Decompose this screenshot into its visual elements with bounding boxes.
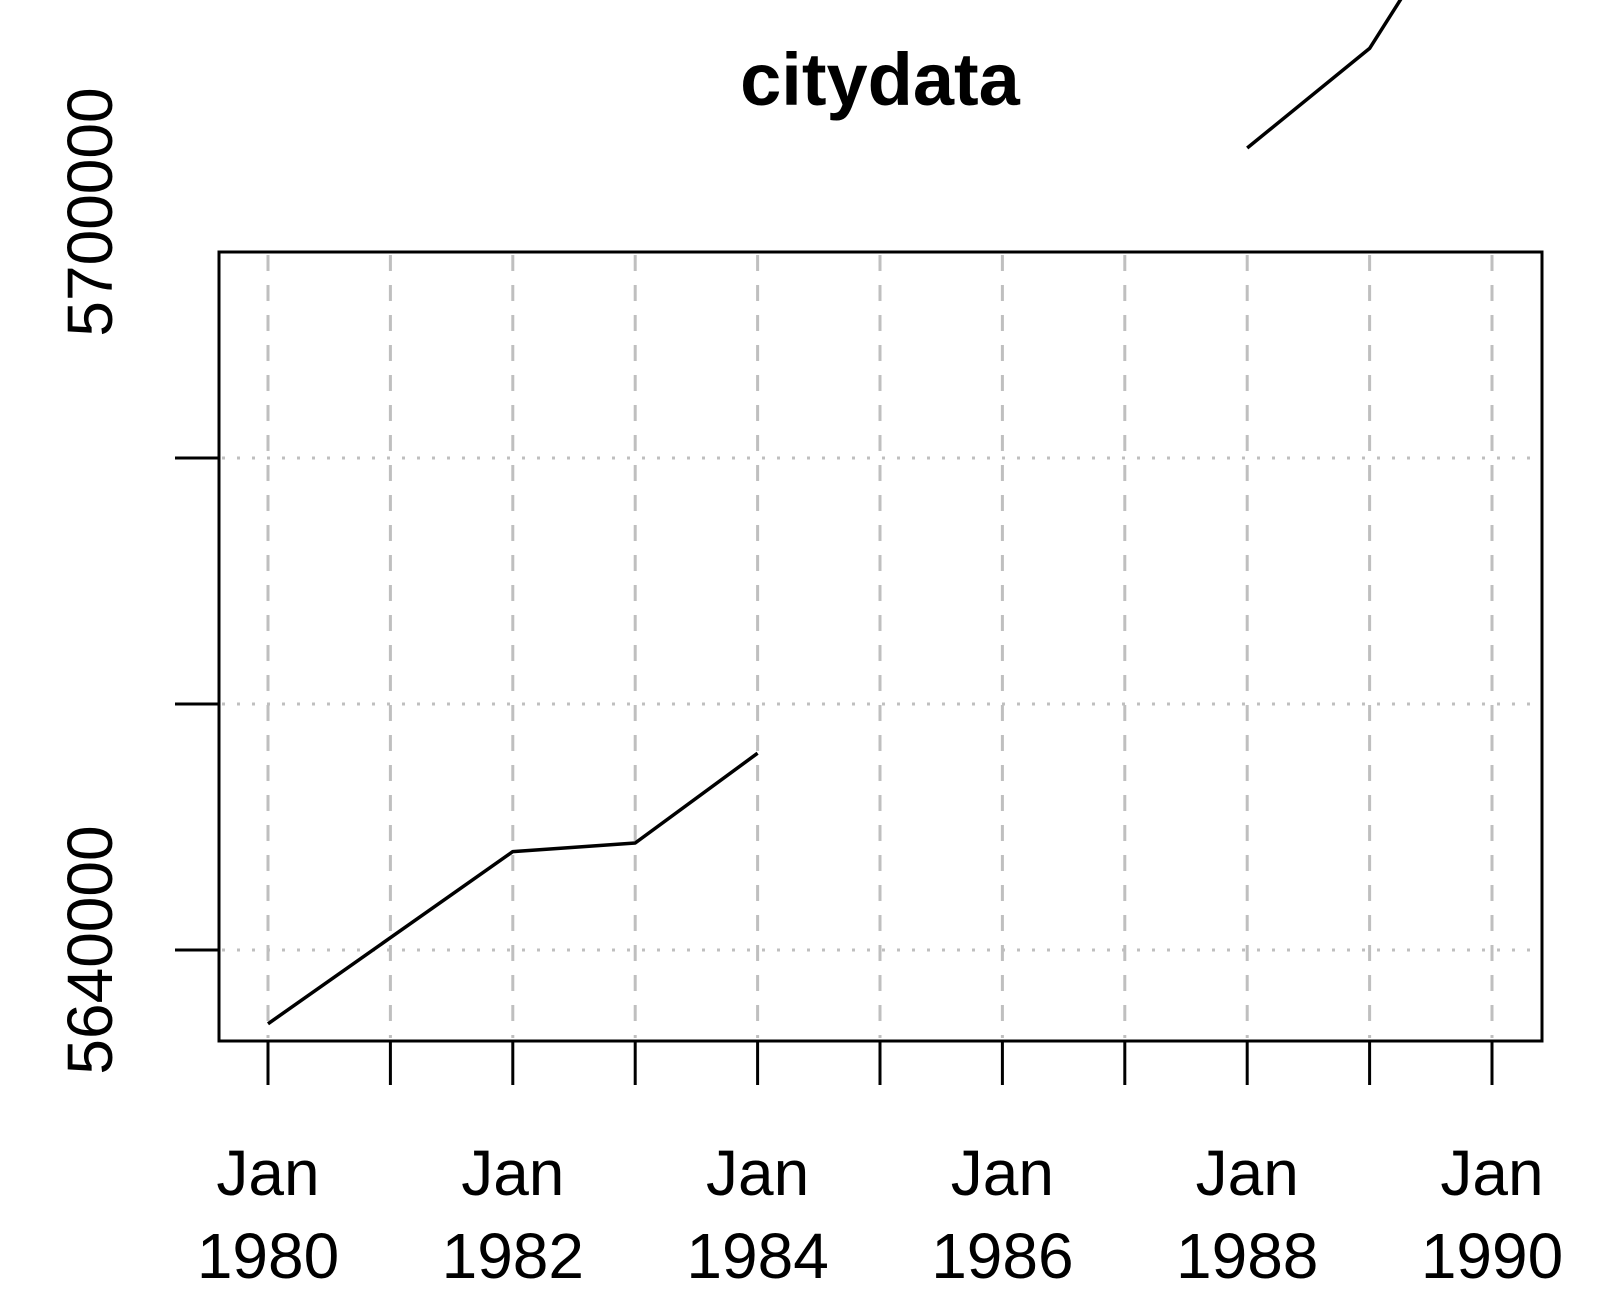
series-line-group [266,0,1403,1026]
x-tick-label: Jan 1988 [1176,1137,1318,1292]
grid [222,255,1539,1038]
x-tick-label-year: 1986 [931,1220,1073,1292]
x-tick-label: Jan 1980 [197,1137,339,1292]
x-tick-label: Jan 1984 [686,1137,828,1292]
x-tick-label-month: Jan [461,1137,564,1209]
x-tick-label-year: 1980 [197,1220,339,1292]
x-axis: Jan 1980 Jan 1982 Jan 1984 Jan 1986 Jan 1988 Jan 19… [197,1041,1563,1292]
x-tick-label-month: Jan [1196,1137,1299,1209]
x-tick-label-year: 1982 [442,1220,584,1292]
x-tick-label: Jan 1990 [1421,1137,1563,1292]
x-tick-label-month: Jan [216,1137,319,1209]
y-axis: 5640000 5700000 [54,87,219,1075]
y-tick-label: 5640000 [54,825,126,1074]
x-tick-label: Jan 1982 [442,1137,584,1292]
x-tick-label-month: Jan [1440,1137,1543,1209]
x-tick-label-year: 1990 [1421,1220,1563,1292]
x-tick-label-month: Jan [951,1137,1054,1209]
x-tick-label-year: 1988 [1176,1220,1318,1292]
y-tick-label: 5700000 [54,87,126,336]
x-tick-label-month: Jan [706,1137,809,1209]
x-tick-label-year: 1984 [686,1220,828,1292]
chart-title: citydata [740,38,1021,121]
series-line [1246,0,1403,150]
x-tick-label: Jan 1986 [931,1137,1073,1292]
series-line [266,751,759,1026]
